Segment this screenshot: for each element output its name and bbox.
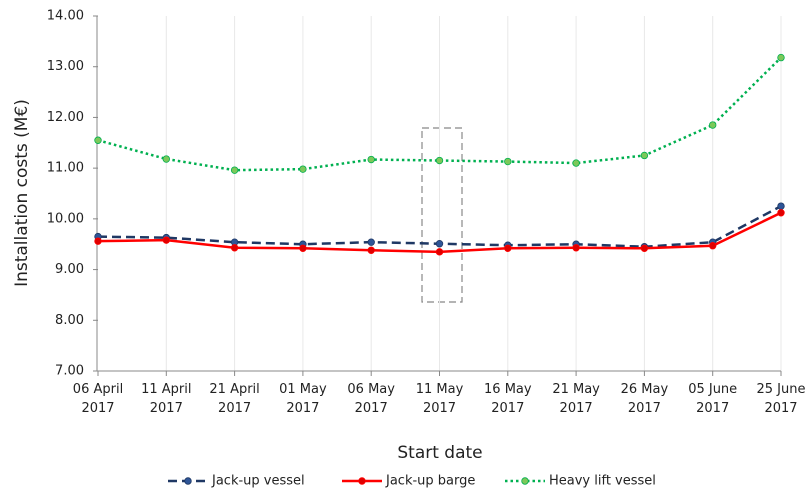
- y-tick-label: 12.00: [47, 110, 84, 125]
- x-tick-label: 26 May 2017: [620, 382, 669, 416]
- series-line: [97, 56, 782, 172]
- series-marker: [367, 246, 375, 254]
- x-tick-label: 01 May 2017: [279, 382, 327, 416]
- x-tick-label: 16 May 2017: [484, 382, 532, 416]
- legend-marker: [358, 477, 366, 485]
- x-tick-label: 11 April 2017: [141, 382, 192, 416]
- x-tick-label: 06 April 2017: [72, 382, 124, 416]
- x-tick-label: 05 June 2017: [688, 382, 738, 416]
- x-tick-label: 06 May 2017: [347, 382, 395, 416]
- y-axis-title: Installation costs (M€): [12, 99, 32, 287]
- series-marker: [299, 244, 307, 252]
- series-marker: [230, 166, 239, 174]
- y-tick-label: 11.00: [47, 161, 84, 176]
- series-marker: [640, 244, 649, 252]
- x-axis-title: Start date: [397, 443, 482, 463]
- x-tick-label: 21 April 2017: [209, 382, 260, 416]
- series-marker: [777, 53, 785, 62]
- series-marker: [777, 202, 785, 210]
- y-tick-label: 8.00: [55, 313, 84, 328]
- series-marker: [435, 240, 444, 248]
- legend-label: Heavy lift vessel: [549, 474, 656, 489]
- series-marker: [777, 209, 785, 217]
- series-marker: [162, 155, 170, 163]
- legend-item: Heavy lift vessel: [505, 474, 656, 489]
- y-tick-label: 13.00: [47, 59, 84, 74]
- series-marker: [367, 155, 375, 164]
- legend-marker: [521, 477, 529, 485]
- series-marker: [709, 242, 717, 250]
- highlight-box: [421, 127, 463, 303]
- legend-item: Jack-up barge: [342, 474, 475, 489]
- legend-item: Jack-up vessel: [168, 474, 305, 489]
- legend-label: Jack-up vessel: [211, 474, 305, 489]
- series-marker: [367, 238, 375, 246]
- y-tick-label: 10.00: [47, 211, 84, 226]
- series-marker: [572, 159, 580, 167]
- x-tick-label: 21 May 2017: [552, 382, 600, 416]
- series-marker: [640, 151, 649, 160]
- series-marker: [504, 244, 512, 252]
- y-tick-label: 7.00: [55, 364, 84, 379]
- series-marker: [435, 156, 444, 165]
- series-marker: [709, 121, 717, 129]
- x-tick-label: 11 May 2017: [415, 382, 464, 416]
- y-tick-label: 14.00: [47, 9, 84, 24]
- series-marker: [504, 157, 512, 166]
- series-marker: [94, 237, 102, 245]
- series-marker: [162, 236, 170, 244]
- series-marker: [299, 165, 307, 173]
- x-tick-label: 25 June 2017: [756, 382, 806, 416]
- y-tick-label: 9.00: [55, 262, 84, 277]
- legend-marker: [184, 477, 192, 485]
- series-marker: [94, 136, 102, 144]
- series-marker: [435, 248, 444, 256]
- series-marker: [230, 244, 239, 252]
- series-marker: [572, 244, 580, 252]
- legend-label: Jack-up barge: [385, 474, 475, 489]
